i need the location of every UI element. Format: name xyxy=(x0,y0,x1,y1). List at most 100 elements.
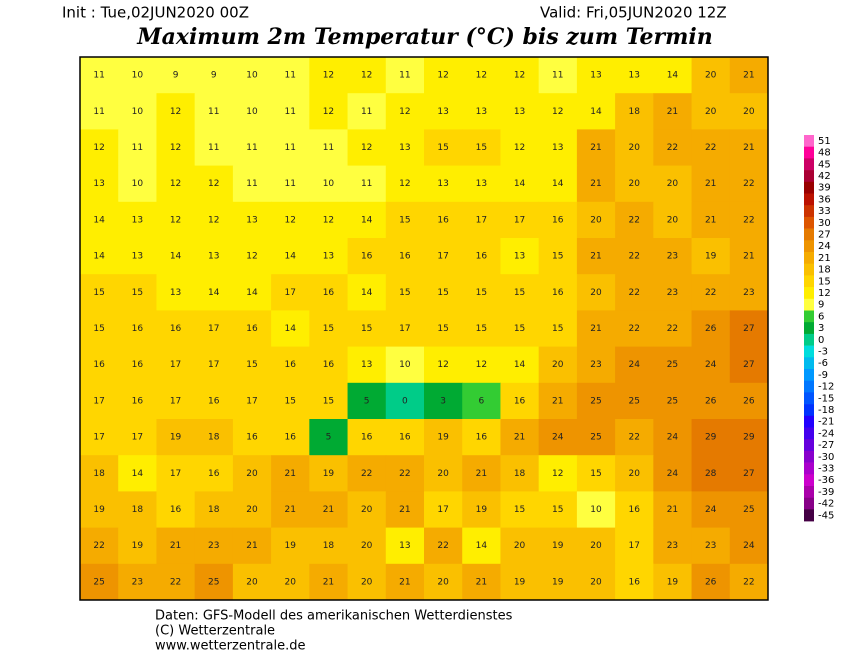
temperature-label: 21 xyxy=(514,433,525,443)
temperature-label: 23 xyxy=(667,541,678,551)
temperature-label: 11 xyxy=(361,107,372,117)
temperature-label: 20 xyxy=(437,577,449,587)
colorbar-label: 42 xyxy=(818,171,831,182)
temperature-label: 16 xyxy=(208,396,220,406)
temperature-label: 21 xyxy=(667,107,678,117)
temperature-label: 23 xyxy=(667,252,678,262)
temperature-cell xyxy=(347,274,387,311)
temperature-label: 11 xyxy=(284,71,295,81)
temperature-cell xyxy=(385,201,425,239)
temperature-label: 24 xyxy=(667,469,679,479)
temperature-label: 19 xyxy=(705,252,717,262)
colorbar-label: 45 xyxy=(818,159,831,170)
temperature-label: 25 xyxy=(667,360,678,370)
temperature-label: 26 xyxy=(743,396,755,406)
temperature-label: 15 xyxy=(323,324,334,334)
temperature-label: 18 xyxy=(514,469,526,479)
temperature-cell xyxy=(347,93,387,130)
temperature-cell xyxy=(462,129,501,167)
temperature-cell xyxy=(653,238,693,275)
temperature-cell xyxy=(462,382,501,420)
temperature-label: 14 xyxy=(514,360,526,370)
temperature-cell xyxy=(653,129,693,167)
temperature-cell xyxy=(309,93,349,130)
temperature-label: 17 xyxy=(132,433,143,443)
temperature-label: 22 xyxy=(705,288,716,298)
temperature-label: 17 xyxy=(208,324,219,334)
temperature-label: 16 xyxy=(399,433,411,443)
temperature-label: 17 xyxy=(284,288,295,298)
temperature-cell xyxy=(500,382,540,420)
temperature-label: 15 xyxy=(514,324,525,334)
temperature-label: 24 xyxy=(552,433,564,443)
temperature-cell xyxy=(500,527,540,565)
temperature-label: 10 xyxy=(132,179,144,189)
temperature-label: 16 xyxy=(284,360,296,370)
temperature-cell xyxy=(576,165,616,203)
temperature-cell xyxy=(538,201,578,239)
temperature-label: 19 xyxy=(437,433,449,443)
temperature-cell xyxy=(691,238,731,275)
temperature-cell xyxy=(194,93,234,130)
temperature-label: 15 xyxy=(93,288,104,298)
colorbar-label: -21 xyxy=(818,417,834,428)
temperature-cell xyxy=(424,382,463,420)
temperature-label: 15 xyxy=(399,215,410,225)
temperature-cell xyxy=(80,455,119,492)
temperature-label: 10 xyxy=(590,505,602,515)
colorbar-label: -36 xyxy=(818,475,834,486)
temperature-label: 21 xyxy=(323,505,334,515)
temperature-label: 28 xyxy=(705,469,717,479)
temperature-label: 27 xyxy=(743,324,754,334)
temperature-label: 22 xyxy=(743,577,754,587)
temperature-cell xyxy=(500,455,540,492)
temperature-label: 20 xyxy=(361,577,373,587)
temperature-label: 6 xyxy=(478,396,484,406)
temperature-cell xyxy=(194,382,234,420)
temperature-cell xyxy=(576,201,616,239)
temperature-cell xyxy=(80,491,119,529)
temperature-cell xyxy=(653,274,693,311)
temperature-label: 13 xyxy=(246,215,257,225)
colorbar-label: -18 xyxy=(818,405,834,416)
temperature-cell xyxy=(615,310,654,348)
temperature-label: 24 xyxy=(743,541,755,551)
temperature-label: 16 xyxy=(93,360,105,370)
temperature-label: 14 xyxy=(93,215,105,225)
temperature-label: 23 xyxy=(208,541,219,551)
temperature-cell xyxy=(347,419,387,456)
temperature-cell xyxy=(615,57,654,94)
colorbar-label: 6 xyxy=(818,311,824,322)
temperature-cell xyxy=(347,563,387,601)
temperature-label: 11 xyxy=(323,143,334,153)
temperature-label: 20 xyxy=(667,215,679,225)
temperature-cell xyxy=(538,165,578,203)
temperature-cell xyxy=(347,455,387,492)
temperature-cell xyxy=(232,201,272,239)
footer-line: www.wetterzentrale.de xyxy=(155,639,305,654)
temperature-cell xyxy=(424,57,463,94)
temperature-label: 17 xyxy=(628,541,639,551)
temperature-label: 20 xyxy=(437,469,449,479)
temperature-label: 9 xyxy=(173,71,179,81)
temperature-cell xyxy=(653,57,693,94)
temperature-cell xyxy=(385,165,425,203)
temperature-cell xyxy=(156,563,196,601)
temperature-cell xyxy=(538,57,578,94)
temperature-label: 22 xyxy=(667,324,678,334)
temperature-label: 13 xyxy=(514,107,525,117)
temperature-label: 12 xyxy=(170,107,181,117)
temperature-label: 10 xyxy=(399,360,411,370)
temperature-cell xyxy=(271,346,310,384)
temperature-label: 14 xyxy=(476,541,488,551)
temperature-label: 16 xyxy=(476,252,488,262)
temperature-label: 25 xyxy=(743,505,754,515)
temperature-label: 11 xyxy=(246,143,257,153)
temperature-cell xyxy=(194,310,234,348)
temperature-label: 13 xyxy=(514,252,525,262)
temperature-label: 14 xyxy=(208,288,220,298)
temperature-label: 17 xyxy=(476,215,487,225)
temperature-cell xyxy=(118,491,157,529)
temperature-cell xyxy=(500,93,540,130)
temperature-cell xyxy=(424,310,463,348)
